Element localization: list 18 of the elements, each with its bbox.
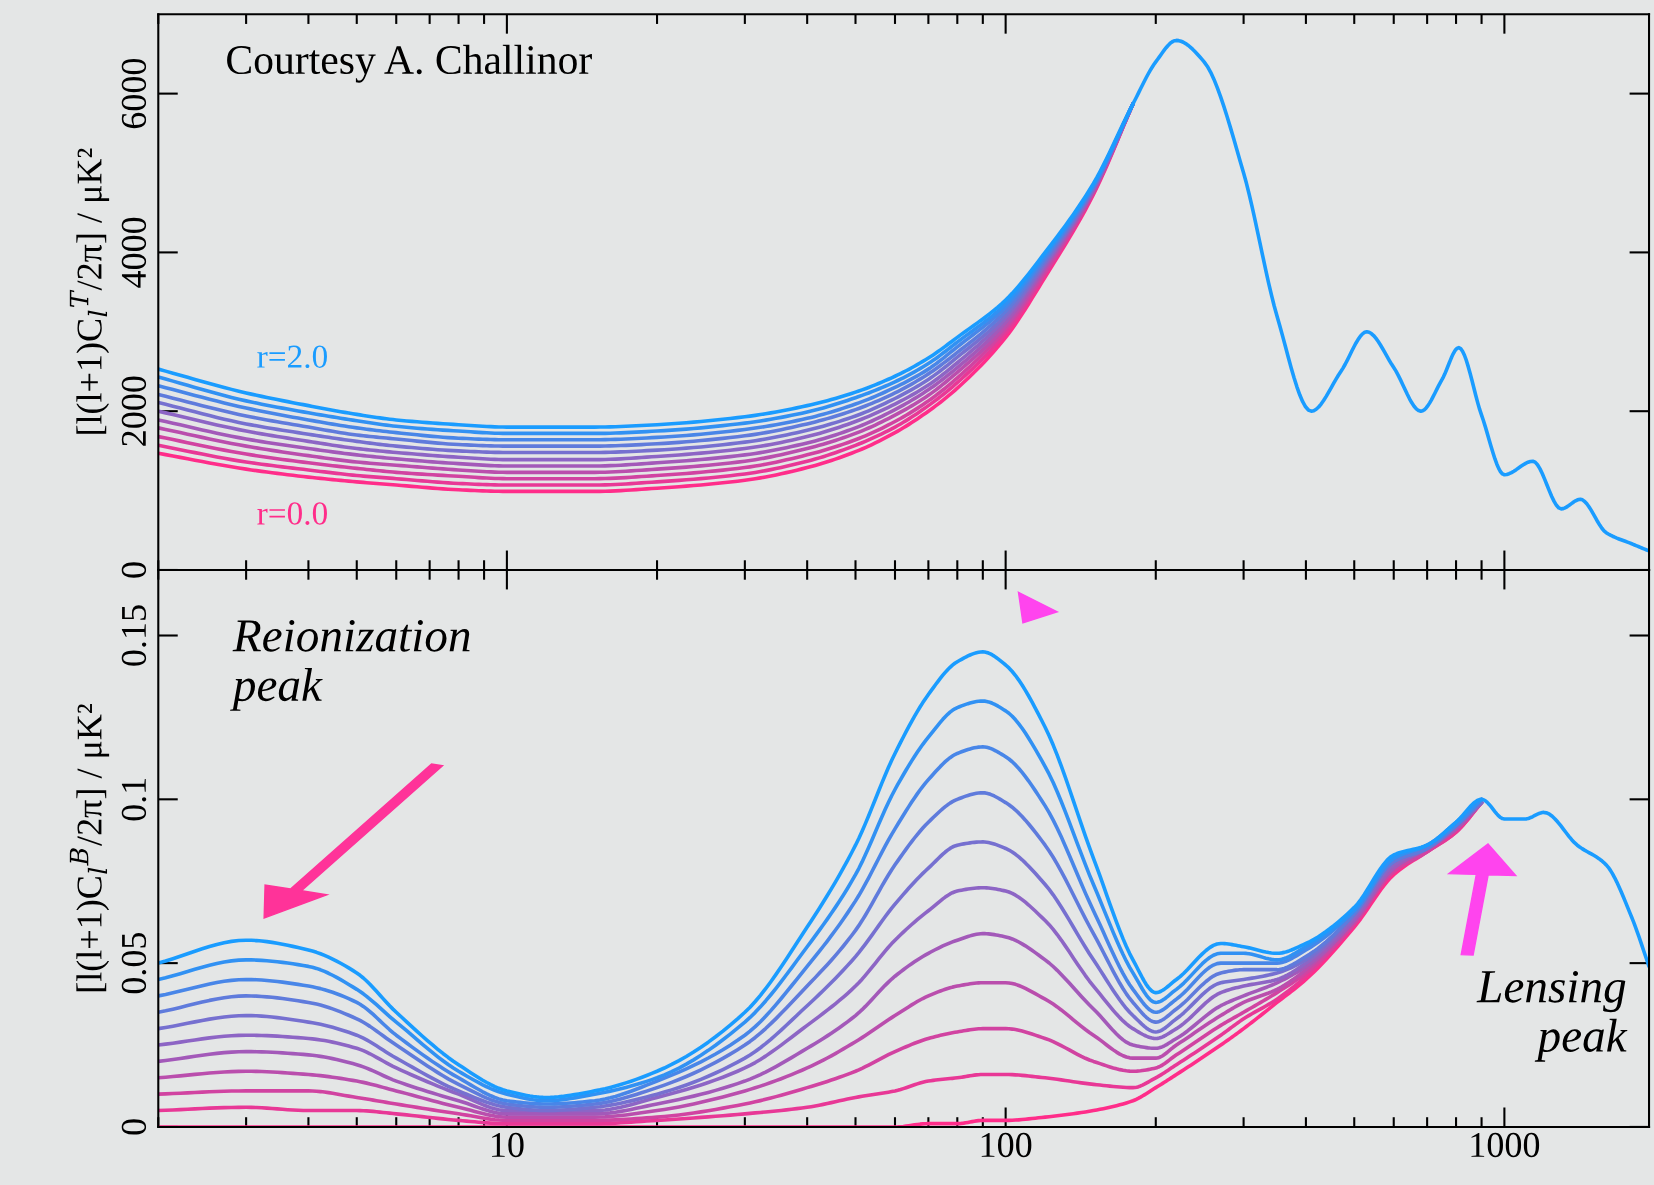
annotation: Courtesy A. Challinor: [227, 44, 592, 83]
series-label: r=0.0: [257, 502, 327, 525]
y-tick-label: 0.1: [121, 778, 147, 821]
annotation: Lensing peak: [1476, 970, 1628, 1062]
y-axis-title: [l(l+1)C$_{l}$$^{B}$/2π] / μK²: [69, 704, 110, 992]
y-tick-label: 0: [121, 1119, 147, 1135]
annotation: Reionization peak: [230, 620, 470, 711]
y-tick-label: 6000: [121, 58, 147, 129]
x-tick-label: 1000: [1471, 1132, 1540, 1158]
x-tick-label: 10: [492, 1132, 524, 1158]
series-label: r=2.0: [257, 345, 327, 369]
y-tick-label: 0.05: [121, 932, 147, 994]
y-tick-label: 0: [121, 562, 147, 578]
y-tick-label: 4000: [121, 217, 147, 288]
y-tick-label: 2000: [121, 376, 147, 446]
y-tick-label: 0.15: [121, 605, 147, 666]
y-axis-title: [l(l+1)C$_{l}$$^{T}$/2π] / μK²: [69, 148, 110, 434]
x-tick-label: 100: [981, 1132, 1032, 1158]
